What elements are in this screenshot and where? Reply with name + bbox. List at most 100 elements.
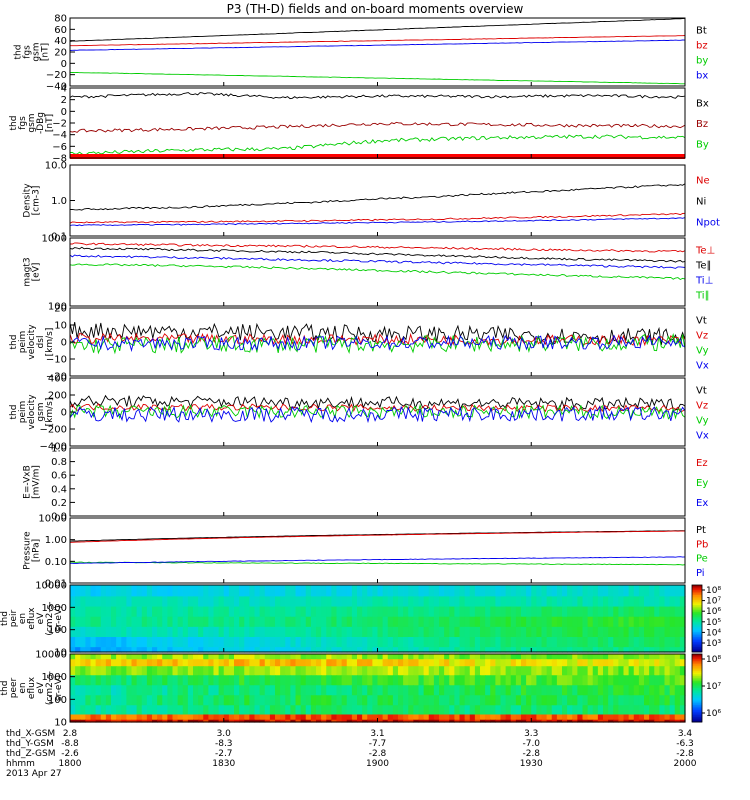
spectrogram-cell [351,654,358,660]
spectrogram-cell [551,606,558,618]
spectrogram-cell [259,685,266,696]
footer-value: 1900 [366,759,389,769]
spectrogram-cell [474,675,481,686]
spectrogram-cell [254,647,261,653]
spectrogram-cell [254,675,261,686]
spectrogram-cell [239,675,245,686]
spectrogram-cell [526,685,532,696]
legend-entry: By [696,140,709,151]
spectrogram-cell [239,666,245,676]
legend-entry: Ti⊥ [695,276,713,287]
spectrogram-cell [428,596,435,608]
spectrogram-cell [326,714,332,721]
spectrogram-cell [618,666,625,676]
y-tick-label: 80 [54,14,67,25]
spectrogram-cell [382,654,389,660]
spectrogram-cell [285,596,291,608]
colorbar-step [692,650,702,653]
spectrogram-cell [510,659,517,667]
spectrogram-cell [387,616,394,628]
spectrogram-cell [172,585,179,598]
spectrogram-cell [269,654,276,660]
spectrogram-cell [116,675,122,686]
spectrogram-cell [577,585,584,598]
spectrogram-cell [351,596,358,608]
spectrogram-cell [362,685,368,696]
colorbar-step [692,630,702,633]
spectrogram-cell [198,626,204,638]
spectrogram-cell [433,659,440,667]
spectrogram-cell [157,654,163,660]
spectrogram-cell [454,626,461,638]
spectrogram-cell [152,606,158,618]
spectrogram-cell [474,606,481,618]
panel-frame [69,164,686,237]
spectrogram-cell [659,626,666,638]
spectrogram-cell [515,606,522,618]
spectrogram-cell [111,714,117,721]
spectrogram-cell [669,637,676,648]
spectrogram-cell [597,685,604,696]
y-tick-label: −8 [52,154,67,165]
spectrogram-cell [316,695,322,706]
spectrogram-cell [300,647,307,653]
spectrogram-cell [305,685,312,696]
spectrogram-cell [664,626,671,638]
spectrogram-cell [413,685,420,696]
spectrogram-cell [633,714,640,721]
colorbar-step [692,618,702,621]
legend-entry: Pi [696,568,705,579]
spectrogram-cell [310,714,317,721]
spectrogram-cell [505,666,512,676]
spectrogram-cell [495,695,502,706]
series-line [69,134,686,156]
spectrogram-cell [592,626,599,638]
spectrogram-cell [280,714,286,721]
spectrogram-cell [239,695,245,706]
spectrogram-cell [659,637,666,648]
spectrogram-cell [80,647,86,653]
spectrogram-cell [85,596,92,608]
spectrogram-cell [618,659,625,667]
spectrogram-cell [326,695,332,706]
spectrogram-cell [341,626,348,638]
spectrogram-cell [679,654,686,660]
spectrogram-cell [249,675,256,686]
spectrogram-cell [567,616,573,628]
colorbar-step [692,657,702,660]
spectrogram-cell [228,659,235,667]
spectrogram-cell [608,616,614,628]
spectrogram-cell [526,647,532,653]
spectrogram-cell [556,666,563,676]
spectrogram-cell [541,659,548,667]
colorbar-step [692,655,702,658]
spectrogram-cell [408,626,414,638]
spectrogram-cell [172,626,179,638]
spectrogram-cell [464,626,471,638]
spectrogram-cell [326,675,332,686]
spectrogram-cell [218,606,225,618]
spectrogram-cell [321,666,327,676]
spectrogram-cell [305,695,312,706]
spectrogram-cell [367,685,373,696]
spectrogram-cell [633,666,640,676]
spectrogram-cell [577,685,584,696]
spectrogram-cell [480,606,486,618]
spectrogram-cell [321,585,327,598]
spectrogram-cell [413,675,420,686]
spectrogram-cell [198,647,204,653]
spectrogram-cell [367,675,373,686]
spectrogram-cell [582,606,589,618]
spectrogram-cell [362,585,368,598]
spectrogram-cell [136,647,143,653]
spectrogram-cell [285,647,291,653]
spectrogram-cell [592,596,599,608]
spectrogram-cell [136,637,143,648]
spectrogram-cell [285,626,291,638]
spectrogram-cell [628,596,635,608]
spectrogram-cell [433,596,440,608]
spectrogram-cell [521,675,527,686]
spectrogram-cell [603,585,609,598]
spectrogram-cell [459,637,466,648]
spectrogram-cell [264,647,271,653]
